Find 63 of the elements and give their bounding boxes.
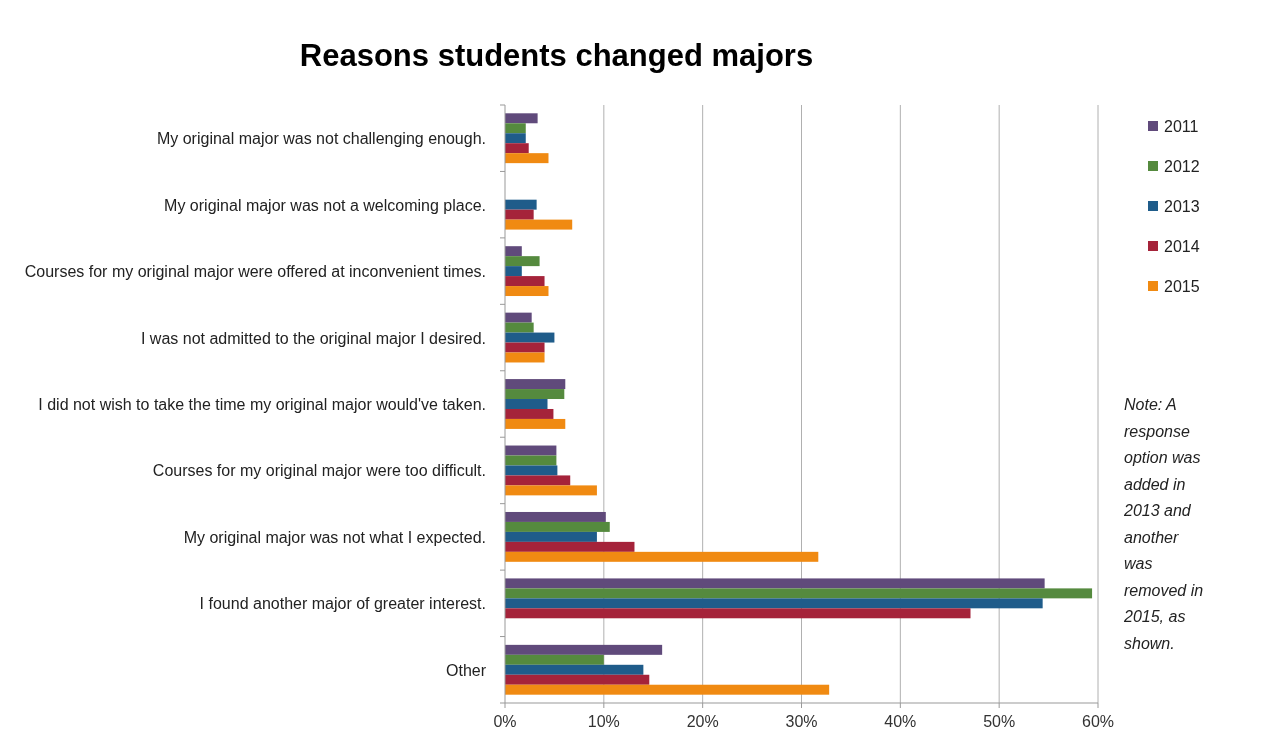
y-tick-label: I found another major of greater interest. xyxy=(199,595,486,613)
bar xyxy=(505,246,522,257)
bar xyxy=(505,379,566,390)
bar xyxy=(505,286,549,297)
legend-label: 2013 xyxy=(1164,198,1200,215)
bar xyxy=(505,256,540,267)
bar xyxy=(505,133,526,144)
bar xyxy=(505,644,663,655)
bar xyxy=(505,199,537,210)
bar xyxy=(505,551,819,562)
y-tick-label: I did not wish to take the time my original major would've taken. xyxy=(38,396,486,413)
text: Note: A response option was added in 2013 and another was removed in 2015, as shown. xyxy=(1124,396,1204,652)
legend-label: 2015 xyxy=(1164,278,1200,295)
bar xyxy=(505,521,610,532)
bar xyxy=(505,541,635,552)
x-tick-label: 30% xyxy=(785,713,818,730)
x-tick-label: 20% xyxy=(686,713,719,730)
bar xyxy=(505,664,644,675)
bar xyxy=(505,608,971,619)
bar xyxy=(505,153,549,164)
y-tick-label: My original major was not a welcoming place. xyxy=(164,196,486,214)
bar xyxy=(505,322,534,333)
bar xyxy=(505,408,554,419)
bar xyxy=(505,123,526,134)
bar xyxy=(505,588,1093,599)
y-tick-label: I was not admitted to the original major I desired. xyxy=(140,329,486,347)
bar xyxy=(505,684,830,695)
bar xyxy=(505,475,571,486)
bar xyxy=(505,312,532,323)
legend-label: 2014 xyxy=(1164,238,1200,255)
y-tick-label: Other xyxy=(445,661,487,679)
bar xyxy=(505,266,522,277)
x-tick-label: 60% xyxy=(1081,713,1115,730)
y-tick-label: Courses for my original major were too difficult. xyxy=(152,462,486,480)
bar xyxy=(505,276,545,287)
bar xyxy=(505,598,1043,609)
x-tick-label: 10% xyxy=(587,713,620,730)
bar xyxy=(505,654,604,665)
bar xyxy=(505,342,545,353)
legend-label: 2011 xyxy=(1164,118,1199,135)
x-tick-label: 50% xyxy=(983,713,1016,730)
bar xyxy=(505,511,606,522)
y-tick-label: My original major was not challenging enough. xyxy=(156,130,486,148)
y-tick-label: My original major was not what I expected. xyxy=(183,528,486,546)
x-tick-label: 40% xyxy=(884,713,917,730)
bar xyxy=(505,455,557,466)
legend-label: 2012 xyxy=(1164,158,1200,175)
bar xyxy=(505,209,534,220)
chart-title: Reasons students changed majors xyxy=(299,38,814,73)
x-tick-label: 0% xyxy=(493,713,517,730)
bar xyxy=(505,465,558,476)
bar xyxy=(505,332,555,343)
bar xyxy=(505,113,538,124)
bar xyxy=(505,219,573,230)
bar xyxy=(505,531,597,542)
bar xyxy=(505,485,597,496)
bar xyxy=(505,399,548,409)
bar xyxy=(505,389,565,400)
bar xyxy=(505,143,529,154)
bar xyxy=(505,674,650,685)
y-tick-label: Courses for my original major were offered at inconvenient times. xyxy=(24,263,486,281)
bar xyxy=(505,418,566,429)
bar xyxy=(505,578,1045,589)
